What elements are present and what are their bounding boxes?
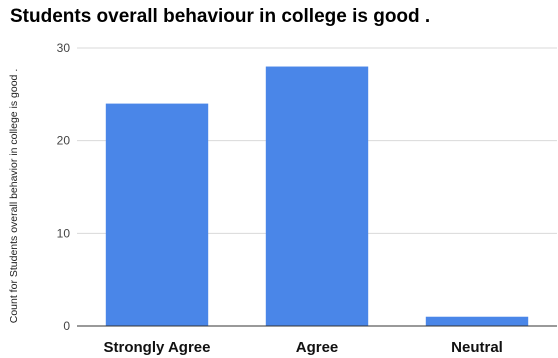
bar-agree [265,66,369,327]
y-tick-label-30: 30 [57,41,71,55]
y-tick-label-20: 20 [57,134,71,148]
chart-title: Students overall behaviour in college is… [10,6,431,27]
y-tick-label-10: 10 [57,226,71,240]
bar-neutral [425,316,529,326]
x-tick-label-neutral: Neutral [451,339,503,356]
bar-strongly-agree [105,103,209,326]
x-tick-label-strongly-agree: Strongly Agree [104,339,211,356]
bars [105,66,529,327]
axis-labels: 0 10 20 30 Strongly Agree Agree Neutral [57,41,503,356]
y-tick-label-0: 0 [63,319,70,333]
x-tick-label-agree: Agree [296,339,339,356]
